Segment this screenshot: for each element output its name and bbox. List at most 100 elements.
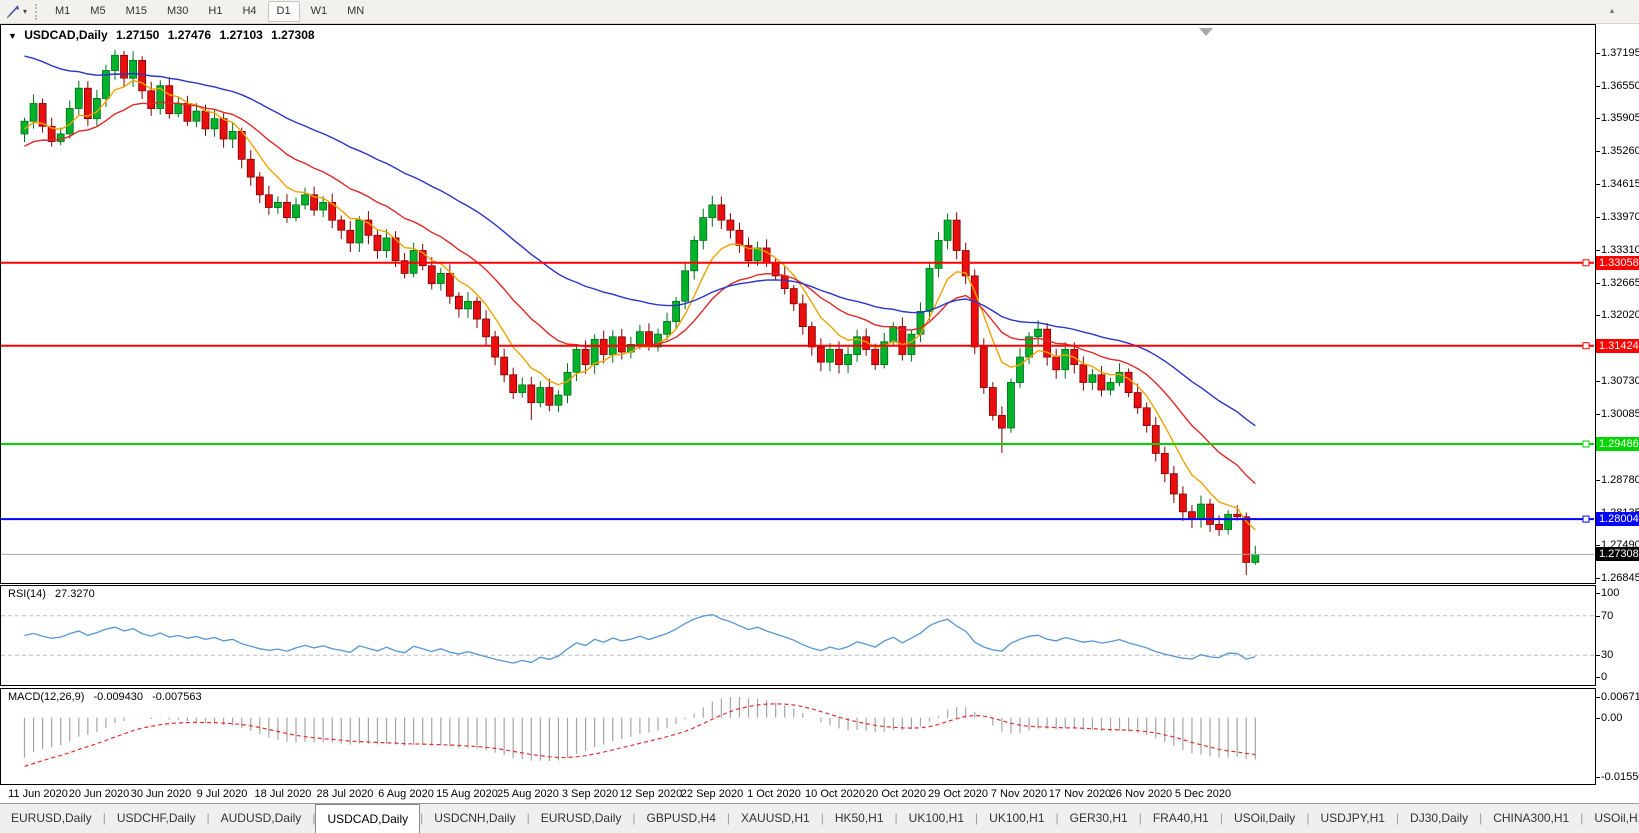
tab-usdchf-daily[interactable]: USDCHF,Daily bbox=[116, 811, 196, 825]
candle-body bbox=[1151, 425, 1160, 454]
candle-body bbox=[373, 234, 382, 251]
tab-usoil-daily[interactable]: USOil,Daily bbox=[1233, 811, 1296, 825]
tab-separator: | bbox=[726, 811, 731, 825]
candle-body bbox=[572, 348, 581, 373]
price-axis[interactable]: 1.37195 1.36550 1.35905 1.35260 1.34615 1.339… bbox=[1596, 24, 1639, 584]
price-tick-label: 1.37195 bbox=[1601, 47, 1639, 59]
tab-audusd-daily[interactable]: AUDUSD,Daily bbox=[220, 811, 302, 825]
candle-body bbox=[545, 387, 554, 406]
tab-separator: | bbox=[1479, 811, 1483, 825]
tab-separator: | bbox=[1306, 811, 1310, 825]
candle-body bbox=[500, 356, 509, 376]
rsi-axis[interactable]: 100 70 30 0 bbox=[1596, 585, 1639, 686]
date-axis[interactable]: 11 Jun 2020 20 Jun 2020 30 Jun 2020 9 Jul 2… bbox=[0, 786, 1639, 803]
tab-usdjpy-h1[interactable]: USDJPY,H1 bbox=[1320, 811, 1385, 825]
candle-body bbox=[789, 288, 798, 305]
date-label: 3 Sep 2020 bbox=[561, 788, 619, 800]
tab-usoil-h1[interactable]: USOil,H1 bbox=[1594, 811, 1639, 825]
chart-shift-marker[interactable] bbox=[1199, 28, 1213, 36]
candle-body bbox=[780, 275, 789, 289]
chart-title: ▼ USDCAD,Daily 1.27150 1.27476 1.27103 1… bbox=[8, 28, 320, 42]
price-tick-label: 1.30085 bbox=[1601, 408, 1639, 420]
timeframe-button-w1[interactable]: W1 bbox=[310, 5, 328, 17]
axis-tick bbox=[1596, 118, 1600, 119]
candle-body bbox=[1224, 513, 1233, 530]
axis-tick bbox=[1596, 655, 1600, 656]
timeframe-button-h1[interactable]: H1 bbox=[208, 5, 223, 17]
tab-uk100-h1[interactable]: UK100,H1 bbox=[908, 811, 965, 825]
collapse-arrow-icon[interactable]: ▼ bbox=[8, 31, 17, 41]
tab-uk100-h1[interactable]: UK100,H1 bbox=[989, 811, 1045, 825]
timeframe-button-d1[interactable]: D1 bbox=[267, 1, 300, 22]
tab-ger30-h1[interactable]: GER30,H1 bbox=[1069, 811, 1128, 825]
tab-usdcnh-daily[interactable]: USDCNH,Daily bbox=[434, 811, 516, 825]
candle-body bbox=[246, 158, 255, 178]
date-label: 20 Jun 2020 bbox=[68, 788, 130, 800]
candle-body bbox=[943, 219, 952, 241]
chevron-down-icon[interactable]: ▾ bbox=[23, 7, 28, 16]
candle-body bbox=[518, 384, 527, 393]
tab-usdcad-daily[interactable]: USDCAD,Daily bbox=[315, 804, 421, 833]
hline-handle[interactable] bbox=[1582, 440, 1590, 448]
candle-body bbox=[654, 333, 662, 348]
macd-tick-label: 0.00 bbox=[1601, 712, 1623, 724]
macd-axis[interactable]: 0.006712 0.00 -0.015502 bbox=[1596, 688, 1639, 785]
tab-separator: | bbox=[632, 811, 636, 825]
macd-chart[interactable] bbox=[1, 689, 1595, 784]
timeframe-button-mn[interactable]: MN bbox=[347, 5, 365, 17]
candle-body bbox=[708, 204, 717, 218]
macd-panel[interactable]: MACD(12,26,9) -0.009430 -0.007563 bbox=[0, 688, 1596, 785]
tab-xauusd-h1[interactable]: XAUUSD,H1 bbox=[741, 811, 810, 825]
tab-eurusd-daily[interactable]: EURUSD,Daily bbox=[11, 811, 92, 825]
chart-cursor-icon[interactable] bbox=[3, 3, 23, 21]
hline-price-badge: 1.31424 bbox=[1596, 339, 1639, 353]
rsi-panel[interactable]: RSI(14) 27.3270 bbox=[0, 585, 1596, 686]
candle-body bbox=[970, 275, 979, 348]
timeframe-button-m30[interactable]: M30 bbox=[166, 5, 189, 17]
tab-china300-h1[interactable]: CHINA300,H1 bbox=[1493, 811, 1570, 825]
candle-body bbox=[925, 267, 934, 312]
timeframe-buttons: M1 M5 M15 M30 H1 H4 D1 W1 MN bbox=[45, 1, 374, 22]
candle-body bbox=[1160, 452, 1169, 475]
candle-body bbox=[74, 87, 83, 109]
candlestick-chart[interactable] bbox=[1, 25, 1595, 583]
timeframe-button-h4[interactable]: H4 bbox=[242, 5, 257, 17]
close-value: 1.27308 bbox=[271, 28, 315, 42]
axis-tick bbox=[1596, 283, 1600, 284]
axis-tick bbox=[1596, 250, 1600, 251]
tab-fra40-h1[interactable]: FRA40,H1 bbox=[1152, 811, 1209, 825]
timeframe-button-m5[interactable]: M5 bbox=[90, 5, 106, 17]
rsi-chart[interactable] bbox=[1, 586, 1595, 685]
candle-body bbox=[346, 229, 355, 244]
candle-body bbox=[328, 201, 337, 221]
tab-gbpusd-h4[interactable]: GBPUSD,H4 bbox=[646, 811, 716, 825]
candle-body bbox=[47, 125, 56, 142]
hline-handle[interactable] bbox=[1582, 342, 1590, 350]
candle-body bbox=[445, 272, 454, 297]
ma-slow-blue[interactable] bbox=[24, 55, 1256, 427]
toolbar-grip[interactable] bbox=[35, 3, 38, 20]
macd-name: MACD(12,26,9) bbox=[8, 691, 85, 703]
price-tick-label: 1.33970 bbox=[1601, 211, 1639, 223]
candle-body bbox=[382, 237, 391, 251]
candle-body bbox=[1197, 503, 1205, 520]
timeframe-button-m1[interactable]: M1 bbox=[55, 5, 71, 17]
hline-handle[interactable] bbox=[1582, 259, 1590, 267]
candle-body bbox=[581, 348, 590, 365]
candle-body bbox=[672, 300, 680, 322]
main-chart-panel[interactable]: ▼ USDCAD,Daily 1.27150 1.27476 1.27103 1… bbox=[0, 24, 1596, 584]
hline-handle[interactable] bbox=[1582, 515, 1590, 523]
macd-value1: -0.009430 bbox=[93, 691, 144, 703]
hline-price-badge: 1.33058 bbox=[1596, 256, 1639, 270]
tab-eurusd-daily[interactable]: EURUSD,Daily bbox=[540, 811, 622, 825]
ma-fast-orange[interactable] bbox=[24, 79, 1256, 531]
candle-body bbox=[663, 321, 671, 335]
toolbar-overflow-icon[interactable]: ▴ bbox=[1610, 6, 1615, 15]
timeframe-button-m15[interactable]: M15 bbox=[125, 5, 147, 17]
candle-body bbox=[871, 348, 880, 365]
candle-body bbox=[798, 303, 807, 327]
ma-mid-red[interactable] bbox=[24, 101, 1256, 485]
tab-hk50-h1[interactable]: HK50,H1 bbox=[834, 811, 884, 825]
hline-price-badge: 1.29486 bbox=[1596, 437, 1639, 451]
tab-dj30-daily[interactable]: DJ30,Daily bbox=[1410, 811, 1469, 825]
